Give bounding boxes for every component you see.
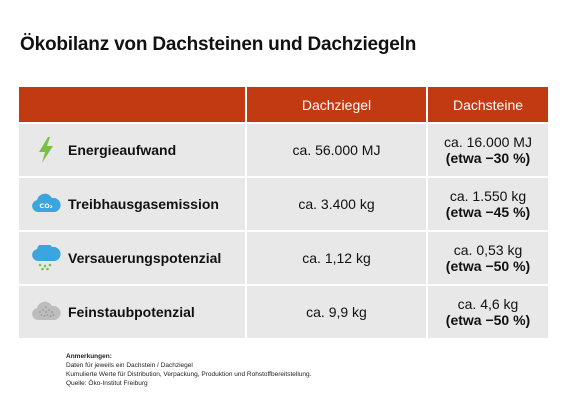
dachsteine-value: ca. 1.550 kg <box>449 188 527 204</box>
row-label: Feinstaubpotenzial <box>68 304 195 320</box>
svg-text:CO₂: CO₂ <box>39 202 52 210</box>
footnotes: Anmerkungen: Daten für jeweils ein Dachs… <box>66 352 311 388</box>
dachsteine-cell: ca. 16.000 MJ (etwa −30 %) <box>426 124 548 176</box>
header-dachziegel: Dachziegel <box>245 87 426 122</box>
dachsteine-cell: ca. 4,6 kg (etwa −50 %) <box>426 286 548 338</box>
note-line: Kumulierte Werte für Distribution, Verpa… <box>66 371 312 378</box>
reduction-value: (etwa −30 %) <box>445 150 531 166</box>
table-row: CO₂ Treibhausgasemission ca. 3.400 kg ca… <box>19 178 548 232</box>
dachsteine-value: ca. 4,6 kg <box>457 296 519 312</box>
dachsteine-value: ca. 0,53 kg <box>453 242 523 258</box>
table-row: Energieaufwand ca. 56.000 MJ ca. 16.000 … <box>19 124 548 178</box>
row-label: Treibhausgasemission <box>68 196 219 212</box>
row-label-cell: CO₂ Treibhausgasemission <box>19 178 245 230</box>
table-header: Dachziegel Dachsteine <box>19 87 548 124</box>
row-label-cell: Energieaufwand <box>19 124 245 176</box>
row-label: Versauerungspotenzial <box>68 250 222 266</box>
dachziegel-value: ca. 3.400 kg <box>245 178 426 230</box>
dachsteine-value: ca. 16.000 MJ <box>444 134 532 150</box>
row-label: Energieaufwand <box>68 142 177 158</box>
table-row: Versauerungspotenzial ca. 1,12 kg ca. 0,… <box>19 232 548 286</box>
dust-cloud-icon <box>31 298 61 326</box>
comparison-table: Dachziegel Dachsteine Energieaufwand ca.… <box>19 87 548 340</box>
note-line: Daten für jeweils ein Dachstein / Dachzi… <box>66 362 193 369</box>
dachziegel-value: ca. 9,9 kg <box>245 286 426 338</box>
reduction-value: (etwa −50 %) <box>445 258 531 274</box>
source-line: Quelle: Öko-Institut Freiburg <box>66 380 148 387</box>
header-empty <box>19 87 245 122</box>
reduction-value: (etwa −45 %) <box>445 204 531 220</box>
lightning-icon <box>31 136 61 164</box>
row-label-cell: Versauerungspotenzial <box>19 232 245 284</box>
co2-cloud-icon: CO₂ <box>31 190 61 218</box>
notes-heading: Anmerkungen: <box>66 353 112 360</box>
page-title: Ökobilanz von Dachsteinen und Dachziegel… <box>20 34 417 55</box>
dachziegel-value: ca. 1,12 kg <box>245 232 426 284</box>
row-label-cell: Feinstaubpotenzial <box>19 286 245 338</box>
dachsteine-cell: ca. 1.550 kg (etwa −45 %) <box>426 178 548 230</box>
header-dachsteine: Dachsteine <box>426 87 548 122</box>
table-row: Feinstaubpotenzial ca. 9,9 kg ca. 4,6 kg… <box>19 286 548 340</box>
rain-cloud-icon <box>31 244 61 272</box>
dachziegel-value: ca. 56.000 MJ <box>245 124 426 176</box>
dachsteine-cell: ca. 0,53 kg (etwa −50 %) <box>426 232 548 284</box>
reduction-value: (etwa −50 %) <box>445 312 531 328</box>
